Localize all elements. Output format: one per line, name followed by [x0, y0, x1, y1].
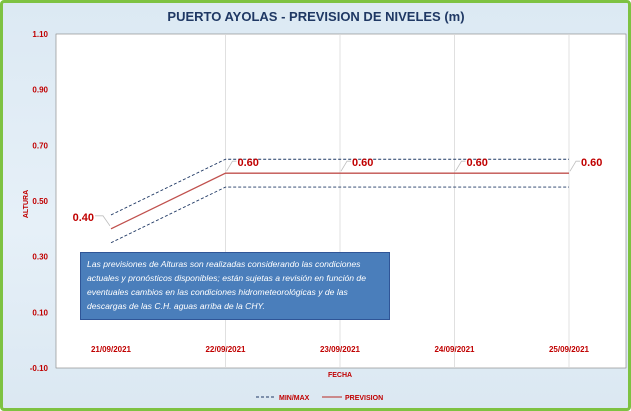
- x-tick-label: 23/09/2021: [320, 345, 361, 354]
- y-tick-label: 0.90: [32, 86, 48, 95]
- y-tick-label: -0.10: [30, 364, 49, 373]
- y-tick-label: 0.70: [32, 141, 48, 150]
- chart-title: PUERTO AYOLAS - PREVISION DE NIVELES (m): [167, 9, 464, 24]
- legend-prevision-label: PREVISION: [345, 395, 383, 402]
- data-label: 0.60: [581, 157, 602, 169]
- x-tick-label: 22/09/2021: [205, 345, 246, 354]
- y-axis-title: ALTURA: [23, 190, 30, 218]
- data-label: 0.60: [352, 157, 373, 169]
- annotation-text: Las previsiones de Alturas son realizada…: [87, 259, 366, 311]
- x-axis-ticks: 21/09/2021 22/09/2021 23/09/2021 24/09/2021…: [91, 345, 590, 354]
- data-label-leader: [340, 160, 351, 172]
- series-line-max: [110, 158, 569, 216]
- y-tick-label: 1.10: [32, 30, 48, 39]
- data-label: 0.60: [238, 157, 259, 169]
- annotation-box: Las previsiones de Alturas son realizada…: [80, 252, 390, 320]
- series-line-prevision: [110, 172, 569, 230]
- legend: MIN/MAX PREVISION: [256, 395, 383, 402]
- legend-minmax-label: MIN/MAX: [279, 395, 310, 402]
- data-labels: 0.40 0.60 0.60 0.60 0.60: [73, 157, 602, 227]
- x-tick-label: 24/09/2021: [434, 345, 475, 354]
- data-label-leader: [226, 160, 237, 172]
- y-axis-ticks: 1.10 0.90 0.70 0.50 0.30 0.10 -0.10: [30, 30, 49, 373]
- y-tick-label: 0.30: [32, 253, 48, 262]
- grid-lines: [225, 34, 570, 368]
- data-label-leader: [95, 215, 111, 227]
- series-line-min: [110, 186, 569, 244]
- y-tick-label: 0.50: [32, 197, 48, 206]
- data-label: 0.40: [73, 212, 94, 224]
- series-group: [110, 158, 569, 244]
- x-tick-label: 25/09/2021: [549, 345, 590, 354]
- x-axis-title: FECHA: [328, 372, 352, 379]
- data-label: 0.60: [467, 157, 488, 169]
- x-tick-label: 21/09/2021: [91, 345, 132, 354]
- data-label-leader: [455, 160, 466, 172]
- data-label-leader: [569, 160, 580, 172]
- y-tick-label: 0.10: [32, 308, 48, 317]
